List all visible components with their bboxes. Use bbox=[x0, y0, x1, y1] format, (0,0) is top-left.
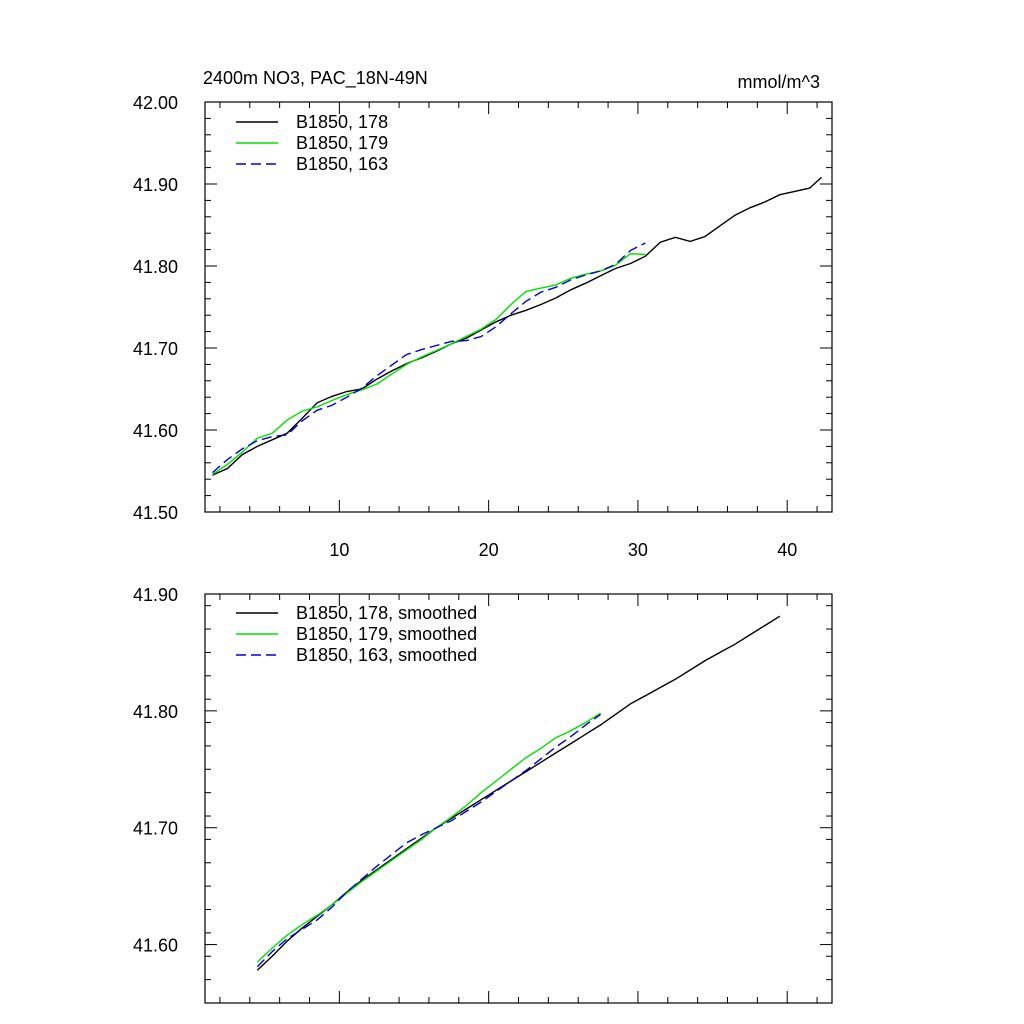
x-tick-label: 40 bbox=[777, 540, 797, 560]
y-tick-label: 41.70 bbox=[133, 339, 178, 359]
y-tick-label: 41.50 bbox=[133, 503, 178, 523]
y-tick-label: 41.80 bbox=[133, 702, 178, 722]
legend-label: B1850, 179 bbox=[296, 133, 388, 153]
series-line-3 bbox=[212, 242, 646, 474]
y-tick-label: 41.90 bbox=[133, 585, 178, 605]
y-tick-label: 41.70 bbox=[133, 819, 178, 839]
y-tick-label: 41.60 bbox=[133, 936, 178, 956]
legend-label: B1850, 163 bbox=[296, 154, 388, 174]
series-line-3 bbox=[256, 713, 602, 968]
legend-label: B1850, 178 bbox=[296, 112, 388, 132]
x-tick-label: 10 bbox=[329, 540, 349, 560]
legend-label: B1850, 163, smoothed bbox=[296, 645, 477, 665]
legend-label: B1850, 179, smoothed bbox=[296, 624, 477, 644]
x-tick-label: 30 bbox=[628, 540, 648, 560]
series-line-1 bbox=[256, 615, 781, 971]
top-panel: 10 20 30 40 41.50 41.60 41.70 41.80 41.90 42.00 B1… bbox=[133, 68, 833, 560]
series-line-1 bbox=[212, 176, 822, 476]
bottom-panel: 41.60 41.70 41.80 41.90 B1850, 178, smoothed… bbox=[133, 585, 833, 1004]
y-tick-label: 41.90 bbox=[133, 175, 178, 195]
y-tick-label: 41.60 bbox=[133, 421, 178, 441]
units-label: mmol/m^3 bbox=[738, 72, 820, 92]
x-tick-label: 20 bbox=[479, 540, 499, 560]
series-line-2 bbox=[212, 252, 646, 475]
series-line-2 bbox=[256, 712, 601, 963]
legend-label: B1850, 178, smoothed bbox=[296, 603, 477, 623]
y-tick-label: 41.80 bbox=[133, 257, 178, 277]
y-tick-label: 42.00 bbox=[133, 93, 178, 113]
chart-title: 2400m NO3, PAC_18N-49N bbox=[203, 68, 428, 89]
